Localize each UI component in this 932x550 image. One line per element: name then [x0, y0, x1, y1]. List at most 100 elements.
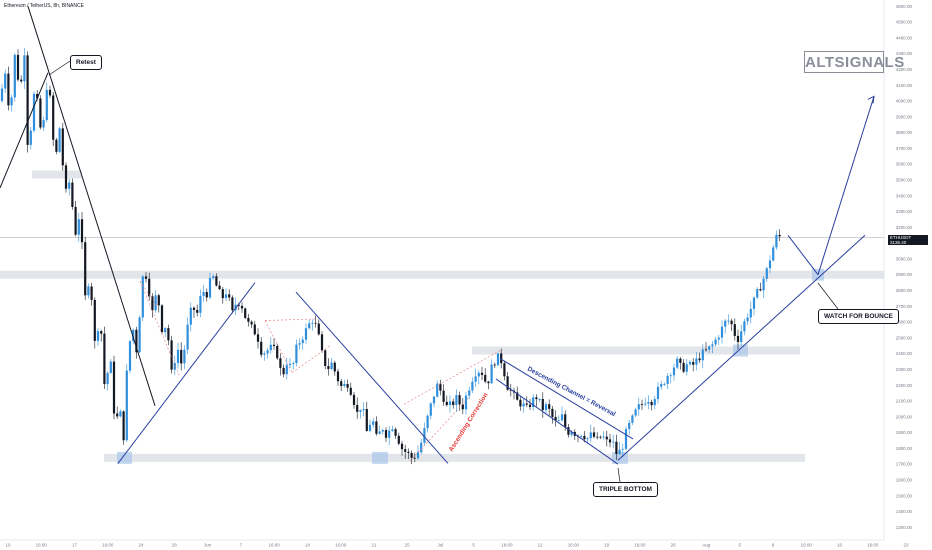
candle-up: [637, 404, 640, 410]
y-tick-label: 3000.00: [896, 256, 913, 261]
candle-up: [141, 276, 144, 318]
candle-down: [615, 441, 618, 454]
trendline: [495, 378, 619, 465]
candle-up: [711, 344, 714, 347]
x-tick-label: 19: [604, 543, 610, 548]
price-tag-value: 3136.40: [890, 240, 907, 245]
candle-up: [717, 337, 720, 340]
candle-up: [119, 411, 122, 417]
y-tick-label: 3900.00: [896, 114, 913, 119]
candle-up: [224, 294, 228, 299]
candle-down: [605, 436, 608, 440]
candle-up: [87, 286, 90, 296]
candle-up: [496, 353, 500, 366]
y-tick-label: 2700.00: [896, 304, 913, 309]
x-tick-label: 28: [172, 543, 178, 548]
candle-up: [624, 429, 628, 449]
candle-up: [701, 349, 704, 361]
highlight-box: [117, 451, 132, 464]
candle-down: [608, 439, 612, 443]
x-tick-label: 26: [671, 543, 677, 548]
candle-down: [167, 328, 170, 341]
candle-up: [612, 441, 615, 443]
candle-down: [151, 296, 154, 311]
trendline: [817, 96, 875, 275]
candle-up: [391, 429, 394, 431]
x-tick-label: 10: [5, 543, 11, 548]
candle-down: [352, 394, 356, 405]
candle-down: [39, 98, 42, 128]
candle-up: [295, 344, 298, 364]
x-tick-label: 16:00: [268, 543, 280, 548]
candle-up: [311, 322, 314, 324]
x-tick-label: 16:00: [801, 543, 813, 548]
candle-down: [52, 95, 55, 140]
candle-down: [506, 376, 509, 390]
candle-up: [688, 362, 692, 365]
candle-down: [16, 54, 20, 80]
candle-up: [749, 308, 752, 318]
candle-up: [538, 398, 541, 400]
candle-down: [48, 89, 52, 96]
candle-down: [237, 304, 240, 306]
candle-up: [570, 431, 573, 435]
trendline: [787, 234, 819, 276]
candle-up: [68, 182, 71, 189]
candle-up: [695, 358, 698, 365]
x-tick-label: 7: [240, 543, 243, 548]
candle-down: [592, 432, 596, 437]
y-tick-label: 4300.00: [896, 51, 913, 56]
candle-down: [196, 309, 199, 313]
candle-down: [567, 427, 570, 435]
candle-up: [416, 452, 420, 459]
candle-down: [407, 451, 410, 453]
x-tick-label: 9: [772, 543, 775, 548]
dashed-correction-line: [409, 396, 471, 462]
candle-up: [765, 268, 768, 279]
candle-up: [448, 401, 452, 406]
trendline: [295, 291, 449, 464]
candle-up: [621, 448, 624, 450]
candle-up: [586, 438, 589, 440]
ascending-correction-label: Ascending Correction: [448, 392, 490, 453]
candle-down: [461, 404, 464, 410]
projection-arrowhead: [867, 95, 875, 104]
candle-up: [544, 404, 548, 411]
y-tick-label: 1900.00: [896, 430, 913, 435]
candle-down: [340, 381, 343, 387]
candle-down: [116, 413, 119, 417]
candle-down: [679, 358, 682, 363]
candle-down: [404, 449, 407, 452]
candle-up: [420, 442, 423, 453]
candle-up: [128, 341, 132, 371]
y-tick-label: 1300.00: [896, 525, 913, 530]
candle-up: [436, 383, 439, 397]
support-resistance-zone: [32, 170, 82, 179]
y-tick-label: 3300.00: [896, 209, 913, 214]
y-tick-label: 4500.00: [896, 20, 913, 25]
candle-down: [452, 401, 455, 406]
candle-down: [324, 350, 327, 367]
x-tick-label: 23: [903, 543, 909, 548]
watch-for-bounce-callout: WATCH FOR BOUNCE: [818, 309, 899, 324]
y-tick-label: 1500.00: [896, 493, 913, 498]
candle-up: [468, 390, 471, 396]
candle-down: [493, 364, 496, 366]
candle-down: [320, 334, 324, 351]
candle-up: [212, 276, 215, 279]
candle-down: [218, 285, 221, 290]
candle-up: [666, 375, 669, 384]
candle-down: [240, 305, 244, 309]
candle-down: [551, 408, 554, 417]
y-tick-label: 2600.00: [896, 320, 913, 325]
retest-pointer: [48, 60, 71, 76]
x-tick-label: 24: [139, 543, 145, 548]
trendline: [27, 6, 156, 406]
y-tick-label: 2200.00: [896, 383, 913, 388]
candle-up: [132, 329, 135, 342]
candle-up: [183, 349, 186, 364]
candle-up: [772, 247, 775, 261]
candle-down: [333, 362, 336, 372]
